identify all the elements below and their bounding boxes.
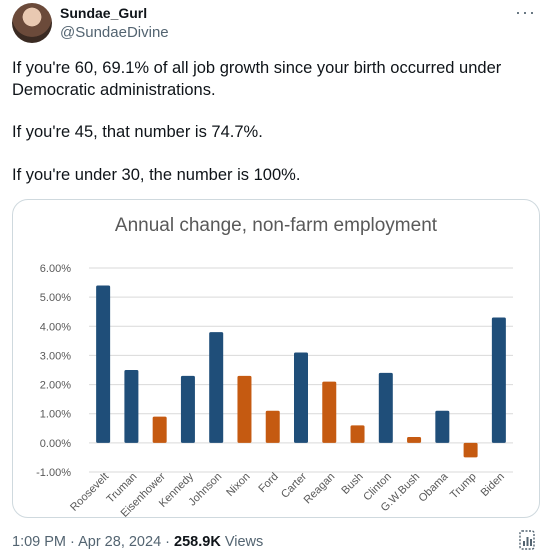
bar-kennedy [180, 375, 195, 443]
x-tick-label: Reagan [302, 471, 338, 507]
more-options-icon[interactable]: ··· [515, 2, 536, 22]
bar-chart: Annual change, non-farm employment -1.00… [36, 215, 513, 517]
tweet-text-line-3: If you're under 30, the number is 100%. [12, 165, 301, 184]
x-tick-label: Obama [416, 470, 451, 505]
bar-trump [463, 442, 478, 458]
x-tick-label: Biden [479, 471, 507, 499]
y-tick-label: 4.00% [40, 321, 71, 333]
chart-title: Annual change, non-farm employment [115, 215, 438, 236]
meta-separator: · [161, 534, 175, 550]
y-tick-label: 6.00% [40, 263, 71, 275]
tweet-text: If you're 60, 69.1% of all job growth si… [12, 58, 532, 186]
y-tick-label: 0.00% [40, 438, 71, 450]
meta-separator: · [66, 534, 79, 550]
y-tick-label: -1.00% [36, 467, 71, 479]
y-tick-label: 2.00% [40, 380, 71, 392]
x-tick-label: Roosevelt [68, 471, 111, 514]
tweet-date[interactable]: Apr 28, 2024 [78, 534, 162, 550]
bar-carter [294, 352, 308, 443]
bar-johnson [209, 332, 224, 443]
bar-biden [491, 317, 506, 443]
avatar[interactable] [12, 3, 52, 43]
x-tick-label: Bush [339, 471, 365, 497]
bar-ford [265, 410, 280, 443]
bar-roosevelt [96, 285, 111, 443]
tweet-text-line-1: If you're 60, 69.1% of all job growth si… [12, 59, 502, 99]
x-tick-label: Ford [256, 471, 280, 495]
analytics-icon[interactable] [518, 530, 536, 550]
tweet-time[interactable]: 1:09 PM [12, 534, 66, 550]
tweet-text-line-2: If you're 45, that number is 74.7%. [12, 123, 263, 141]
chart-image[interactable]: Annual change, non-farm employment -1.00… [12, 199, 540, 518]
views-count: 258.9K [174, 534, 221, 550]
x-tick-label: Nixon [224, 471, 252, 499]
bar-nixon [237, 375, 252, 443]
views-label: Views [220, 534, 264, 550]
bar-eisenhower [152, 416, 167, 443]
x-tick-label: Trump [448, 471, 479, 502]
bar-clinton [378, 372, 393, 443]
bar-bush [350, 425, 365, 443]
display-name[interactable]: Sundae_Gurl [60, 5, 148, 21]
user-handle[interactable]: @SundaeDivine [60, 24, 169, 41]
y-tick-label: 5.00% [40, 292, 71, 304]
bar-obama [435, 410, 450, 443]
y-tick-label: 3.00% [40, 350, 71, 362]
bar-reagan [322, 381, 337, 443]
tweet-meta: 1:09 PM · Apr 28, 2024 · 258.9K Views [12, 534, 263, 550]
y-tick-label: 1.00% [40, 409, 71, 421]
bar-truman [124, 370, 139, 443]
bar-g-w-bush [407, 437, 422, 443]
